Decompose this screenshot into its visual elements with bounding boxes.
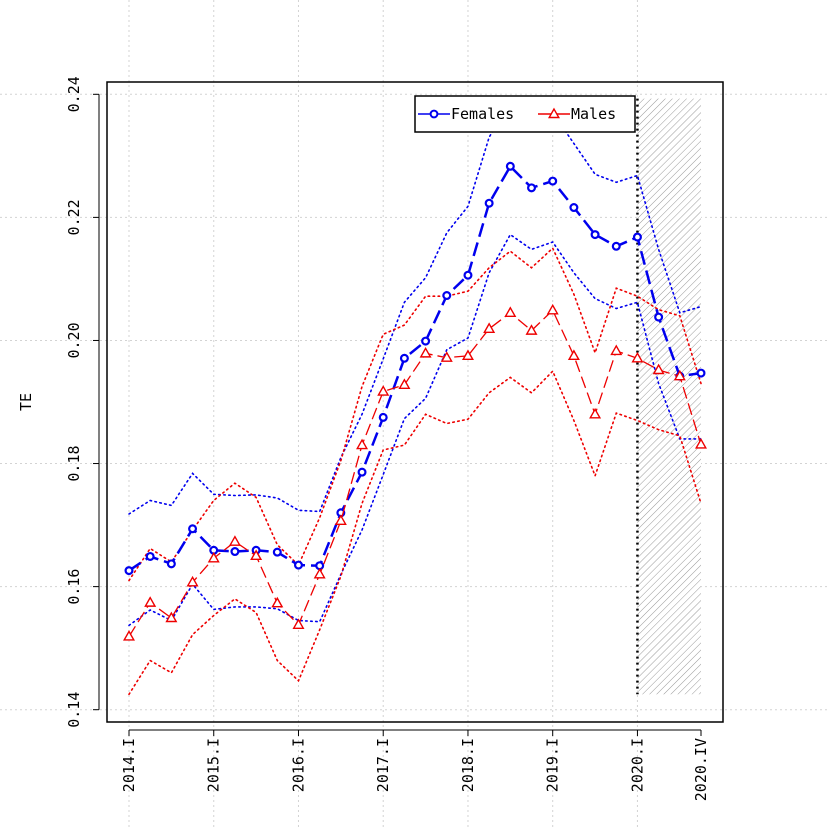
legend-marker-females (429, 109, 439, 119)
y-axis-label: TE (17, 393, 35, 411)
males-lower-bound (128, 369, 702, 696)
females-point (590, 230, 600, 240)
males-point (461, 349, 474, 361)
females-point (145, 551, 155, 561)
females-upper-bound (128, 99, 702, 515)
females-point (505, 161, 515, 171)
plot-frame (106, 81, 724, 723)
y-axis: 0.14 0.16 0.18 0.20 0.22 0.24 (65, 76, 100, 728)
y-tick-label: 0.22 (65, 199, 83, 235)
y-tick-label: 0.20 (65, 322, 83, 358)
males-point (631, 351, 644, 363)
males-point (123, 630, 135, 641)
y-tick-label: 0.18 (65, 445, 83, 481)
males-upper-bound (128, 246, 702, 582)
females-point (632, 232, 642, 242)
females-point (378, 412, 388, 422)
females-point (399, 353, 409, 363)
x-tick-label: 2019.I (544, 738, 562, 792)
males-point (525, 324, 538, 335)
females-point (166, 559, 176, 569)
legend-box (414, 95, 636, 133)
females-point (188, 524, 198, 534)
males-point (673, 369, 686, 381)
females-point (124, 566, 134, 576)
females-point (696, 368, 706, 378)
legend: Females Males (414, 95, 636, 133)
females-point (484, 198, 494, 208)
males-point (567, 349, 580, 361)
males-point (610, 344, 623, 356)
forecast-hatched-area (637, 98, 701, 695)
y-tick-label: 0.14 (65, 692, 83, 728)
females-point (611, 241, 621, 251)
x-axis: 2014.I 2015.I 2016.I 2017.I 2018.I 2019.I 2020… (120, 729, 710, 801)
legend-label-males: Males (571, 105, 616, 123)
x-tick-label: 2020.I (628, 738, 646, 792)
males-point (589, 407, 602, 419)
females-point (230, 547, 240, 557)
females-line (128, 164, 702, 572)
legend-label-females: Females (451, 105, 514, 123)
males-point (186, 575, 199, 587)
confidence-intervals (128, 99, 702, 696)
series-lines (123, 161, 707, 641)
males-point (483, 322, 496, 333)
x-tick-label: 2016.I (289, 738, 307, 792)
males-point (504, 306, 517, 317)
males-point (398, 378, 411, 389)
males-point (313, 567, 326, 579)
females-point (548, 176, 558, 186)
males-point (250, 549, 263, 561)
x-tick-label: 2020.IV (692, 738, 710, 801)
legend-marker-males (548, 107, 560, 119)
males-point (356, 438, 369, 450)
males-point (652, 363, 665, 375)
females-lower-bound (128, 233, 702, 627)
males-point (440, 351, 453, 362)
females-point (463, 270, 473, 280)
males-point (419, 346, 432, 358)
males-point (144, 596, 157, 607)
females-point (527, 183, 537, 193)
females-point (569, 203, 579, 213)
x-tick-label: 2015.I (205, 738, 223, 792)
females-point (654, 312, 664, 322)
forecast-band (636, 98, 701, 695)
females-point (293, 560, 303, 570)
females-point (272, 547, 282, 557)
y-tick-label: 0.16 (65, 569, 83, 605)
males-point (292, 618, 305, 629)
females-point (421, 336, 431, 346)
males-point (228, 535, 241, 546)
males-point (695, 438, 707, 449)
males-line (128, 309, 702, 637)
males-point (271, 596, 284, 608)
x-tick-label: 2018.I (459, 738, 477, 792)
males-point (546, 303, 559, 315)
females-point (442, 291, 452, 301)
males-point (165, 611, 178, 623)
males-point (334, 514, 347, 525)
females-point (357, 467, 367, 477)
males-point (377, 385, 390, 396)
x-tick-label: 2017.I (374, 738, 392, 792)
males-point (207, 551, 220, 563)
y-tick-label: 0.24 (65, 76, 83, 112)
x-tick-label: 2014.I (120, 738, 138, 792)
